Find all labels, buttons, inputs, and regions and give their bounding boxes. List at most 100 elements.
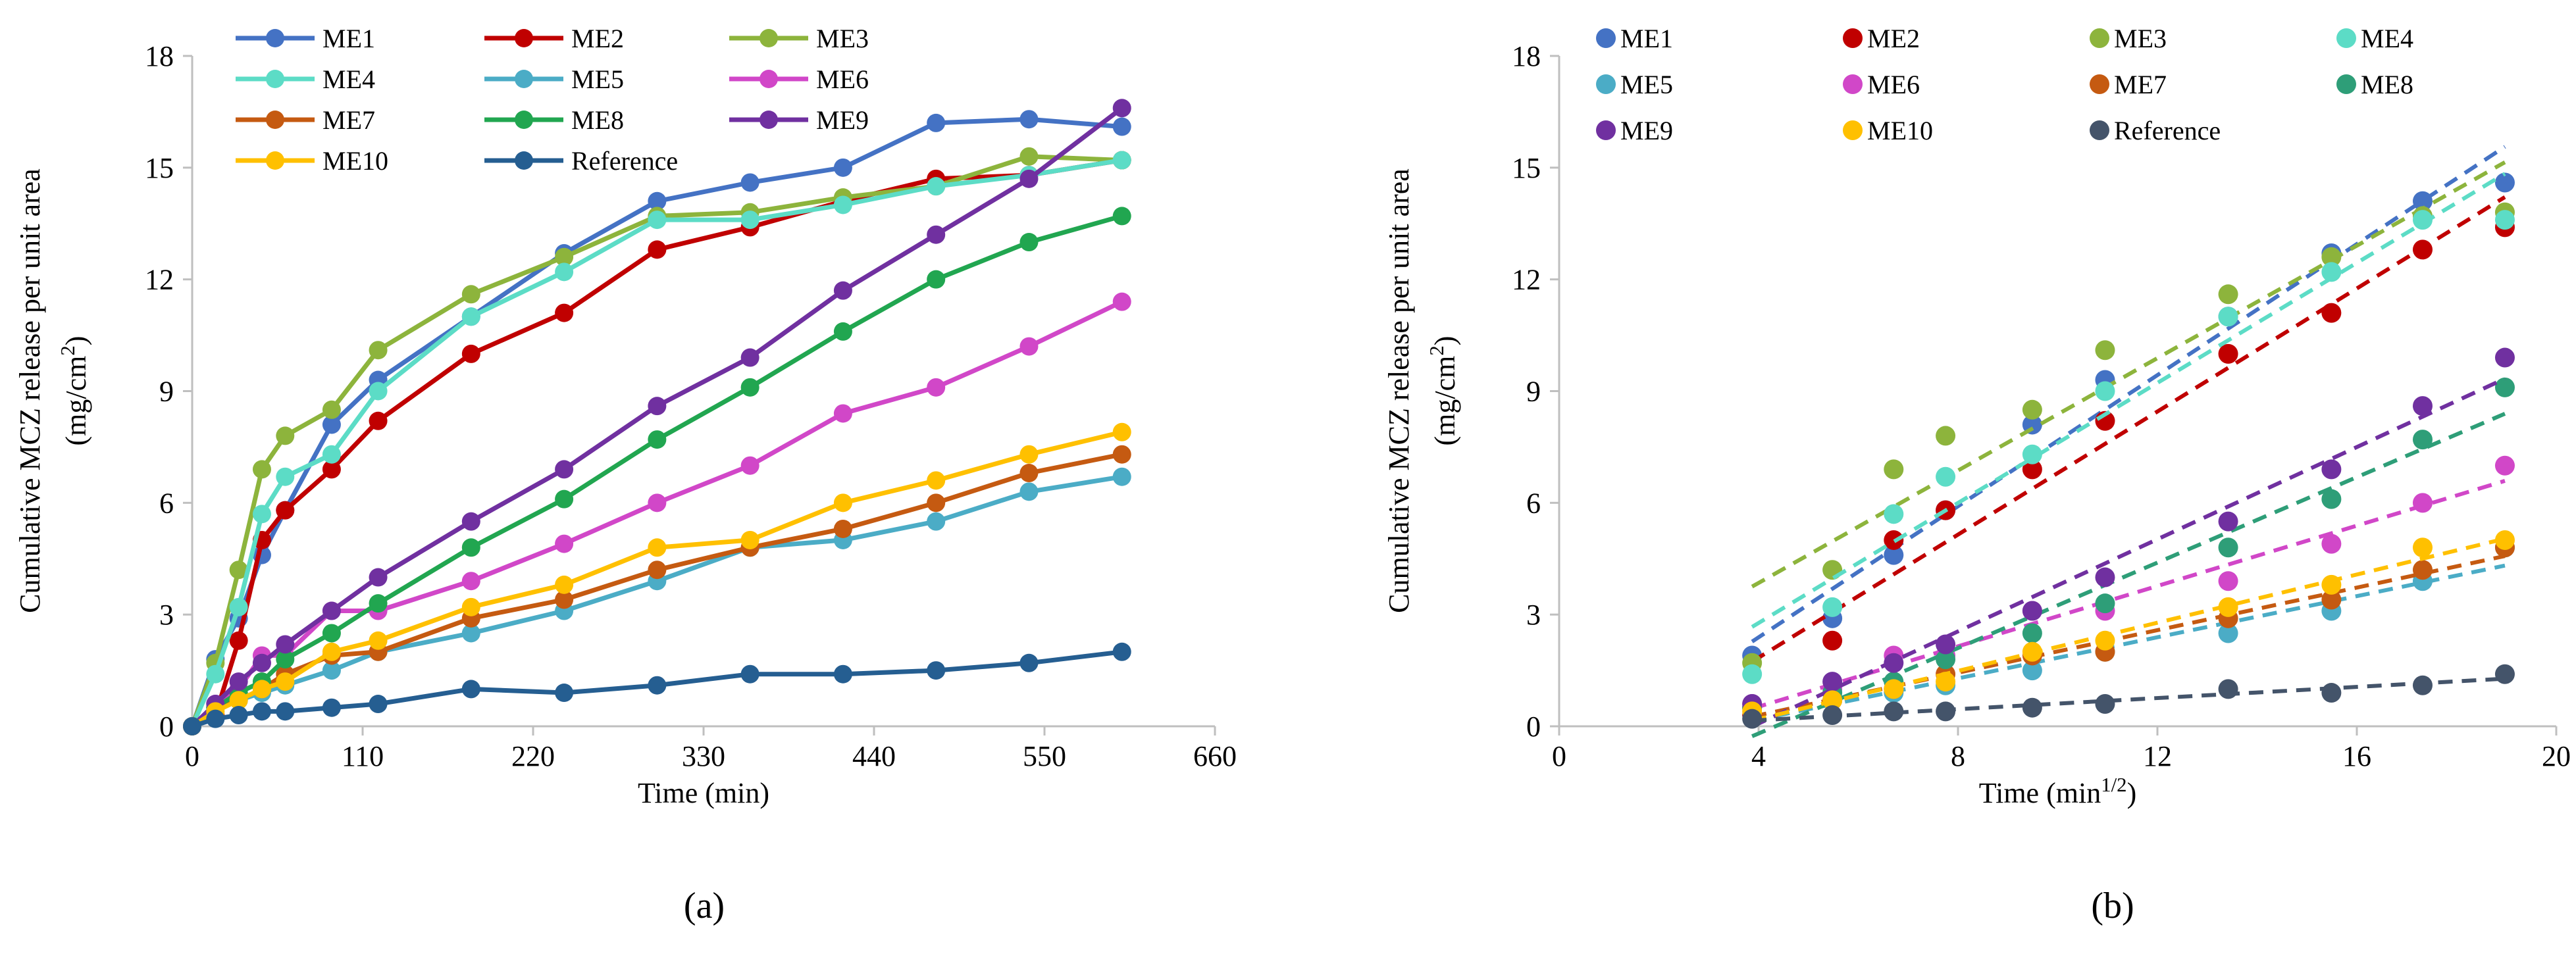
- legend-swatch-marker: [760, 111, 778, 129]
- y-axis-label-line2: (mg/cm2): [1426, 336, 1461, 446]
- data-point: [2412, 430, 2433, 450]
- data-point: [1019, 110, 1039, 129]
- y-axis-label-line2-base: (mg/cm: [60, 356, 92, 446]
- data-point: [740, 664, 760, 684]
- legend-entry-me10: ME10: [236, 146, 388, 176]
- x-tick-label: 20: [2542, 740, 2571, 772]
- legend-swatch-marker: [1596, 74, 1616, 94]
- data-point: [648, 397, 667, 416]
- y-tick-label: 0: [159, 711, 174, 743]
- data-point: [1822, 672, 1843, 692]
- data-point: [927, 378, 946, 397]
- legend-entry-me5: ME5: [1596, 70, 1673, 99]
- series-me9: [183, 99, 1131, 736]
- x-tick-label: 12: [2143, 740, 2172, 772]
- data-point: [322, 445, 341, 464]
- legend-entry-me6: ME6: [1843, 70, 1920, 99]
- y-axis-label-line2-end: ): [60, 336, 92, 346]
- data-point: [555, 262, 574, 282]
- data-point: [2022, 641, 2042, 662]
- legend-label: ME5: [1620, 70, 1673, 99]
- data-point: [555, 590, 574, 609]
- data-point: [2022, 661, 2042, 681]
- data-point: [2494, 664, 2515, 684]
- data-point: [555, 303, 574, 322]
- legend-entry-me10: ME10: [1843, 116, 1933, 145]
- data-point: [2412, 675, 2433, 695]
- legend-entry-me3: ME3: [2090, 24, 2167, 53]
- x-tick-label: 8: [1951, 740, 1965, 772]
- legend-label: ME9: [1620, 116, 1673, 145]
- data-point: [322, 460, 341, 479]
- data-point: [369, 594, 388, 613]
- data-point: [833, 664, 852, 684]
- legend-swatch-marker: [1596, 120, 1616, 140]
- y-tick-label: 15: [145, 152, 174, 184]
- data-point: [252, 653, 271, 672]
- data-point: [369, 695, 388, 714]
- data-point: [2412, 560, 2433, 580]
- data-point: [555, 534, 574, 553]
- data-point: [1112, 207, 1131, 226]
- series-me4: [1742, 172, 2515, 684]
- trendline-me8: [1751, 412, 2506, 738]
- data-point: [1019, 169, 1039, 188]
- data-point: [555, 575, 574, 594]
- legend-swatch-marker: [760, 70, 778, 88]
- data-point: [1112, 117, 1131, 136]
- data-point: [2321, 459, 2342, 480]
- x-tick-label: 0: [1552, 740, 1566, 772]
- data-point: [1822, 690, 1843, 711]
- trendline-me5: [1751, 563, 2506, 723]
- panel-b-cumulative-release-vs-sqrt-time: 0 3 6 9 12 15 18 0 4 8 12 16 20 Cumulative MCZ releas…: [1383, 24, 2571, 926]
- legend-label: ME8: [2361, 70, 2413, 99]
- legend-swatch-marker: [1843, 120, 1863, 140]
- data-point: [461, 307, 480, 326]
- x-axis-label: Time (min): [638, 777, 769, 809]
- data-point: [648, 493, 667, 512]
- data-point: [648, 676, 667, 695]
- data-point: [2412, 210, 2433, 230]
- data-point: [2218, 623, 2238, 643]
- legend-label: ME4: [322, 64, 375, 94]
- data-point: [740, 211, 760, 230]
- y-tick-label: 12: [1512, 264, 1541, 296]
- data-point: [1884, 653, 1904, 673]
- data-point: [1112, 422, 1131, 441]
- x-tick-label: 16: [2342, 740, 2371, 772]
- legend-label: ME10: [322, 146, 388, 176]
- legend-label: ME1: [1620, 24, 1673, 53]
- data-point: [322, 400, 341, 419]
- series-me9: [1742, 347, 2515, 729]
- data-point: [833, 195, 852, 214]
- data-point: [276, 650, 295, 669]
- y-axis-label-line2-superscript: 2: [57, 345, 79, 355]
- series-reference: [183, 642, 1131, 736]
- legend-swatch-marker: [2090, 74, 2109, 94]
- trendline-me3: [1751, 160, 2506, 589]
- legend-swatch-marker: [2090, 120, 2109, 140]
- legend-entry-me4: ME4: [236, 64, 375, 94]
- series-me1: [1742, 145, 2515, 666]
- y-axis-label-line2-superscript: 2: [1426, 345, 1448, 355]
- x-tick-label: 550: [1023, 740, 1066, 772]
- y-tick-label: 9: [1526, 376, 1541, 408]
- data-point: [833, 493, 852, 512]
- data-point: [2022, 444, 2042, 464]
- data-point: [648, 538, 667, 557]
- data-point: [740, 348, 760, 367]
- data-point: [2218, 284, 2238, 305]
- series-me3: [1742, 160, 2515, 673]
- data-point: [555, 460, 574, 479]
- series-me2: [1742, 195, 2515, 726]
- legend-label: ME7: [2114, 70, 2167, 99]
- data-point: [1019, 147, 1039, 166]
- data-point: [2412, 537, 2433, 558]
- data-point: [927, 471, 946, 490]
- x-tick-label: 110: [342, 740, 384, 772]
- data-point: [927, 493, 946, 512]
- y-tick-label: 3: [159, 599, 174, 631]
- data-point: [740, 378, 760, 397]
- data-point: [461, 680, 480, 699]
- legend-swatch-marker: [2336, 28, 2356, 48]
